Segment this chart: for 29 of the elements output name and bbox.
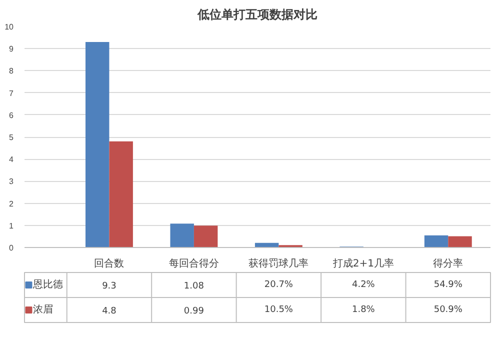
- y-tick-label: 3: [9, 177, 14, 186]
- data-label: 9.3: [102, 282, 116, 292]
- data-label: 1.08: [184, 282, 204, 292]
- y-tick-label: 9: [9, 44, 14, 54]
- y-tick-label: 4: [9, 155, 14, 164]
- data-label: 50.9%: [434, 305, 463, 315]
- x-tick-label: 得分率: [433, 258, 464, 270]
- data-label: 1.8%: [352, 305, 376, 315]
- y-tick-label: 7: [9, 88, 14, 98]
- y-tick-label: 10: [4, 22, 14, 32]
- chart-title: 低位单打五项数据对比: [196, 8, 318, 22]
- y-tick-label: 6: [9, 110, 14, 120]
- y-tick-label: 5: [9, 133, 14, 142]
- data-label: 20.7%: [264, 280, 294, 290]
- data-label: 0.99: [184, 306, 204, 316]
- x-tick-label: 回合数: [94, 258, 124, 270]
- y-tick-label: 8: [9, 66, 14, 76]
- data-label: 4.8: [102, 306, 117, 316]
- data-label: 4.2%: [352, 280, 376, 290]
- data-label: 54.9%: [434, 280, 463, 290]
- data-label: 10.5%: [264, 305, 294, 315]
- y-tick-label: 2: [9, 199, 14, 208]
- x-tick-label: 打成2+1几率: [332, 258, 394, 270]
- legend-label: 浓眉: [32, 304, 53, 316]
- x-tick-label: 每回合得分: [168, 258, 219, 270]
- x-tick-label: 获得罚球几率: [248, 258, 309, 270]
- y-tick-label: 0: [9, 244, 14, 252]
- legend-label: 恩比德: [32, 278, 63, 290]
- y-tick-label: 1: [9, 221, 14, 230]
